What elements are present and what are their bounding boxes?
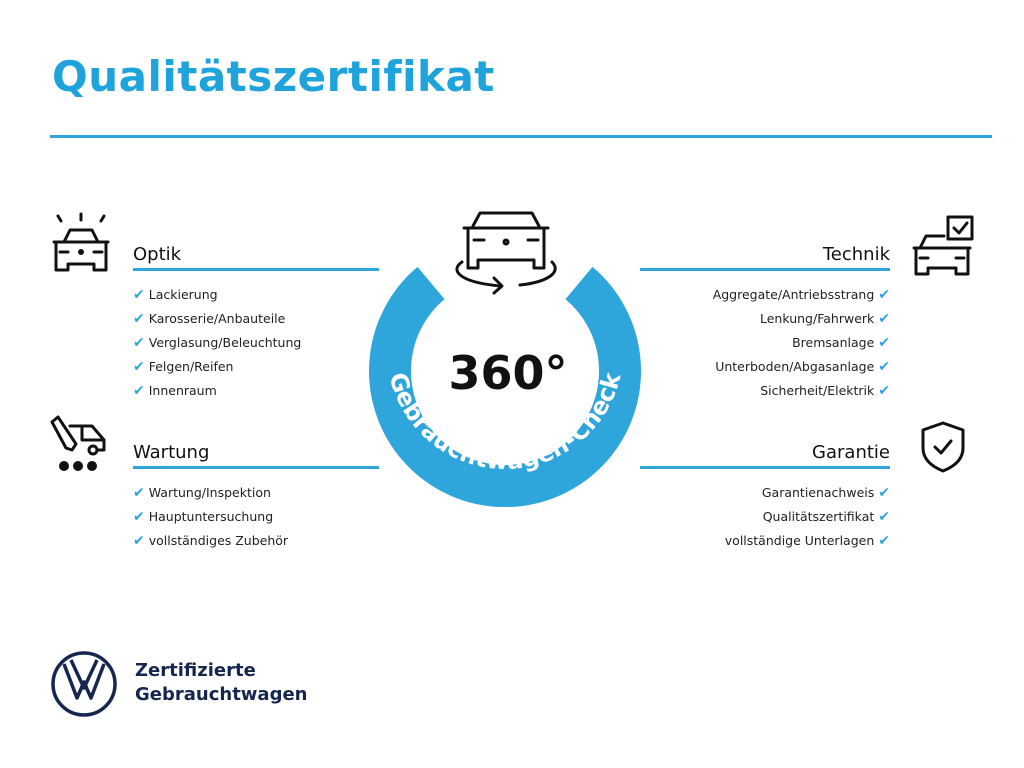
section-wartung: Wartung ✔ Wartung/Inspektion ✔ Hauptunters… [133,440,379,553]
list-item: ✔ Wartung/Inspektion [133,485,271,501]
brand-line-2: Gebrauchtwagen [135,684,308,705]
check-icon: ✔ [133,359,145,375]
check-icon: ✔ [133,335,145,351]
brand-line-1: Zertifizierte [135,660,256,681]
section-technik: Technik Aggregate/Antriebsstrang ✔ Lenkun… [640,242,890,403]
list-item: ✔ Lackierung [133,287,218,303]
degrees-label: 360° [448,346,567,400]
check-icon: ✔ [133,485,145,501]
list-item: ✔ Felgen/Reifen [133,359,234,375]
list-item: ✔ Karosserie/Anbauteile [133,311,286,327]
list-item: Qualitätszertifikat ✔ [762,509,890,525]
list-item: ✔ vollständiges Zubehör [133,533,289,549]
ring [369,266,641,507]
check-icon: ✔ [878,359,890,375]
check-icon: ✔ [133,383,145,399]
list-item: ✔ Hauptuntersuchung [133,509,274,525]
shield-check-icon [921,421,965,473]
check-icon: ✔ [878,335,890,351]
section-optik: Optik ✔ Lackierung ✔ Karosserie/Anbauteile… [133,242,379,403]
list-item: ✔ Verglasung/Beleuchtung [133,335,302,351]
page-title: Qualitätszertifikat [52,52,495,101]
section-heading: Wartung [133,442,210,463]
car-checklist-icon [912,215,974,276]
list-item: Unterboden/Abgasanlage ✔ [715,359,890,375]
check-icon: ✔ [878,509,890,525]
list-item: Lenkung/Fahrwerk ✔ [760,311,890,327]
section-divider [133,466,379,469]
section-heading: Technik [822,244,890,265]
list-item: ✔ Innenraum [133,383,217,399]
check-icon: ✔ [133,533,145,549]
check-icon: ✔ [133,509,145,525]
section-divider [640,466,890,469]
check-icon: ✔ [878,533,890,549]
section-heading: Optik [133,244,182,265]
check-icon: ✔ [878,383,890,399]
list-item: Sicherheit/Elektrik ✔ [760,383,890,399]
vw-logo [51,651,117,717]
car-lights-icon [52,212,110,272]
service-truck-icon [50,415,106,471]
section-divider [640,268,890,271]
rotating-car-icon [455,211,557,295]
list-item: Garantienachweis ✔ [761,485,890,501]
list-item: vollständige Unterlagen ✔ [724,533,890,549]
check-icon: ✔ [878,287,890,303]
brand-text: Zertifizierte Gebrauchtwagen [135,659,307,707]
check-icon: ✔ [133,287,145,303]
title-divider [50,135,992,138]
section-divider [133,268,379,271]
list-item: Aggregate/Antriebsstrang ✔ [712,287,890,303]
check-icon: ✔ [133,311,145,327]
list-item: Bremsanlage ✔ [792,335,890,351]
check-icon: ✔ [878,485,890,501]
section-garantie: Garantie Garantienachweis ✔ Qualitätszert… [640,440,890,553]
section-heading: Garantie [812,442,890,463]
check-icon: ✔ [878,311,890,327]
